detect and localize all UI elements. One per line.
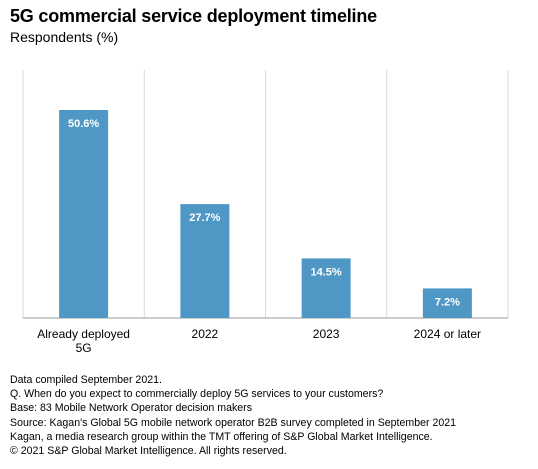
x-tick-label: 2024 or later <box>414 327 481 341</box>
data-label: 27.7% <box>189 212 220 224</box>
x-tick-label: 2022 <box>192 327 219 341</box>
data-label: 50.6% <box>68 118 99 130</box>
footnotes: Data compiled September 2021. Q. When do… <box>10 373 456 458</box>
footnote-copyright: © 2021 S&P Global Market Intelligence. A… <box>10 445 287 458</box>
footnote-question: Q. When do you expect to commercially de… <box>10 388 384 401</box>
footnote-kagan: Kagan, a media research group within the… <box>10 430 433 443</box>
x-tick-label: Already deployed <box>37 327 130 341</box>
data-label: 7.2% <box>435 296 460 308</box>
chart-title: 5G commercial service deployment timelin… <box>10 6 377 26</box>
x-tick-label: 2023 <box>313 327 340 341</box>
bar <box>180 204 230 318</box>
chart-subtitle: Respondents (%) <box>10 29 119 45</box>
bar <box>301 258 351 318</box>
x-tick-label: 5G <box>76 341 92 355</box>
bar <box>422 288 472 318</box>
bar <box>59 110 109 318</box>
footnote-source: Source: Kagan's Global 5G mobile network… <box>10 416 457 429</box>
footnote-date: Data compiled September 2021. <box>10 374 162 386</box>
data-label: 14.5% <box>311 266 342 278</box>
footnote-base: Base: 83 Mobile Network Operator decisio… <box>10 402 252 415</box>
